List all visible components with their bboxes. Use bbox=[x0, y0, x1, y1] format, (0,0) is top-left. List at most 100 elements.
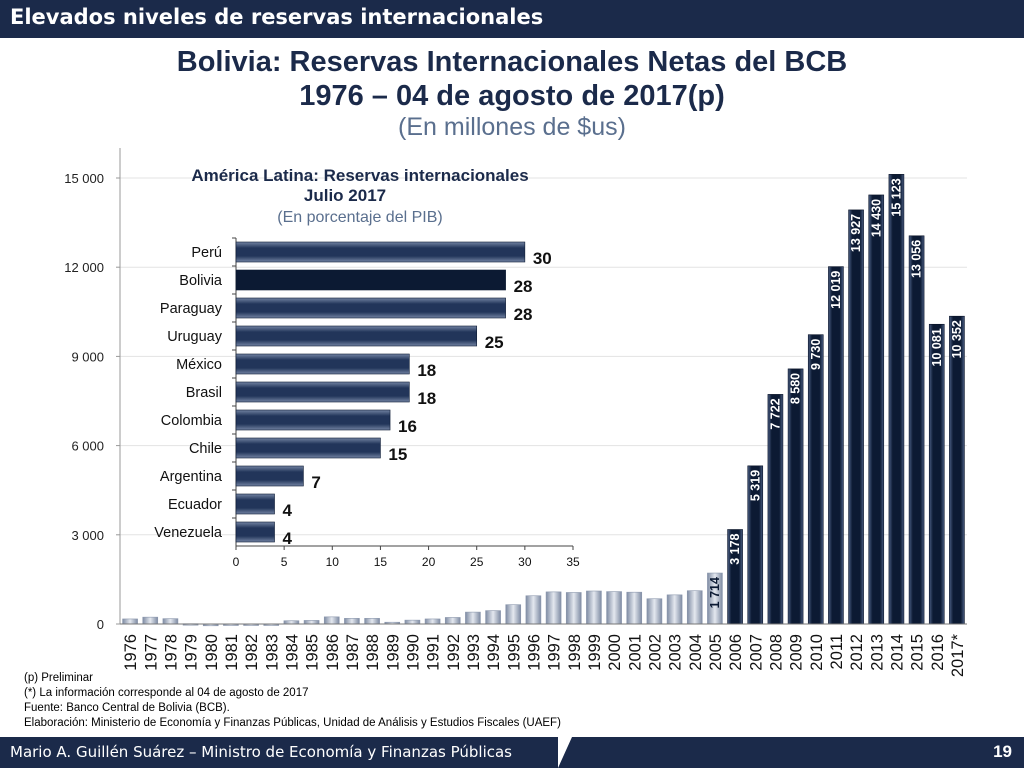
footer-bar: Mario A. Guillén Suárez – Ministro de Ec… bbox=[0, 737, 1024, 768]
inset-title: América Latina: Reservas internacionales bbox=[191, 166, 528, 185]
inset-value-label: 25 bbox=[485, 333, 504, 352]
x-tick-label-2004: 2004 bbox=[687, 634, 705, 671]
inset-category-label: Venezuela bbox=[154, 525, 223, 541]
bar-1991 bbox=[424, 618, 441, 625]
x-tick-label-1978: 1978 bbox=[162, 634, 180, 671]
inset-value-label: 28 bbox=[514, 305, 533, 324]
inset-category-label: Paraguay bbox=[160, 301, 223, 317]
x-tick-label-2007: 2007 bbox=[747, 634, 765, 671]
bar-1978 bbox=[162, 618, 179, 625]
y-tick-label: 0 bbox=[97, 617, 104, 632]
x-tick-label-1997: 1997 bbox=[546, 634, 564, 671]
bar-2016 bbox=[928, 323, 945, 625]
value-label-2006: 3 178 bbox=[728, 533, 742, 564]
inset-category-label: México bbox=[176, 357, 222, 373]
chart-title-units: (En millones de $us) bbox=[398, 113, 626, 141]
value-label-2013: 14 430 bbox=[869, 199, 883, 237]
inset-x-tick-label: 0 bbox=[233, 555, 240, 569]
footnotes: (p) Preliminar (*) La información corres… bbox=[24, 671, 561, 731]
inset-value-label: 18 bbox=[417, 389, 436, 408]
bar-2017* bbox=[949, 315, 965, 625]
x-tick-label-2002: 2002 bbox=[646, 634, 664, 671]
note-asterisk: (*) La información corresponde al 04 de … bbox=[24, 687, 309, 699]
value-label-2010: 9 730 bbox=[809, 339, 823, 370]
x-tick-label-1992: 1992 bbox=[445, 634, 463, 671]
y-tick-label: 6 000 bbox=[71, 439, 104, 454]
bar-2014 bbox=[888, 174, 905, 625]
bar-1998 bbox=[565, 592, 582, 625]
inset-category-label: Bolivia bbox=[179, 273, 223, 289]
x-tick-label-2006: 2006 bbox=[727, 634, 745, 671]
x-tick-label-2015: 2015 bbox=[909, 634, 927, 671]
x-tick-label-1979: 1979 bbox=[183, 634, 201, 671]
section-title: Elevados niveles de reservas internacion… bbox=[10, 5, 544, 29]
inset-category-label: Perú bbox=[191, 245, 222, 261]
x-tick-label-2003: 2003 bbox=[667, 634, 685, 671]
bar-2010 bbox=[807, 334, 824, 625]
inset-x-tick-label: 25 bbox=[470, 555, 484, 569]
value-label-2011: 12 019 bbox=[829, 271, 843, 309]
y-tick-label: 15 000 bbox=[64, 171, 104, 186]
inset-category-label: Uruguay bbox=[167, 329, 223, 345]
bar-2013 bbox=[868, 194, 885, 625]
value-label-2005: 1 714 bbox=[708, 577, 722, 608]
x-tick-label-1993: 1993 bbox=[465, 634, 483, 671]
inset-x-tick-label: 10 bbox=[326, 555, 340, 569]
bar-1995 bbox=[505, 604, 522, 625]
inset-value-label: 16 bbox=[398, 417, 417, 436]
value-label-2014: 15 123 bbox=[889, 178, 903, 216]
inset-x-tick-label: 20 bbox=[422, 555, 436, 569]
x-tick-label-1981: 1981 bbox=[223, 634, 241, 671]
inset-x-tick-label: 30 bbox=[518, 555, 532, 569]
x-tick-label-2010: 2010 bbox=[808, 634, 826, 671]
x-tick-label-1994: 1994 bbox=[485, 634, 503, 671]
note-source: Fuente: Banco Central de Bolivia (BCB). bbox=[24, 702, 230, 714]
bar-1977 bbox=[142, 616, 159, 625]
bar-1987 bbox=[344, 618, 360, 625]
value-label-2017*: 10 352 bbox=[950, 320, 964, 358]
inset-category-label: Brasil bbox=[186, 385, 222, 401]
x-tick-label-2011: 2011 bbox=[828, 634, 846, 669]
inset-x-tick-label: 15 bbox=[374, 555, 388, 569]
inset-x-tick-label: 5 bbox=[281, 555, 288, 569]
value-label-2008: 7 722 bbox=[768, 398, 782, 429]
bar-1990 bbox=[404, 619, 421, 625]
value-label-2015: 13 056 bbox=[910, 240, 924, 278]
bar-1985 bbox=[303, 620, 320, 625]
x-tick-label-1980: 1980 bbox=[203, 634, 221, 671]
value-label-2016: 10 081 bbox=[930, 328, 944, 366]
inset-value-label: 28 bbox=[514, 277, 533, 296]
x-tick-label-2009: 2009 bbox=[788, 634, 806, 671]
inset-value-label: 4 bbox=[283, 501, 293, 520]
inset-bar-Ecuador bbox=[235, 493, 275, 515]
y-tick-label: 3 000 bbox=[71, 528, 104, 543]
x-tick-label-1998: 1998 bbox=[566, 634, 584, 671]
inset-value-label: 30 bbox=[533, 249, 552, 268]
footer-author: Mario A. Guillén Suárez – Ministro de Ec… bbox=[10, 743, 512, 761]
inset-bar-Bolivia bbox=[235, 269, 506, 291]
y-tick-label: 9 000 bbox=[71, 349, 104, 364]
inset-subtitle: Julio 2017 bbox=[304, 186, 386, 205]
inset-bar-Paraguay bbox=[235, 297, 506, 319]
bar-2001 bbox=[626, 591, 643, 625]
y-tick-label: 12 000 bbox=[64, 260, 104, 275]
inset-x-tick-label: 35 bbox=[566, 555, 580, 569]
x-tick-label-1995: 1995 bbox=[505, 634, 523, 671]
bar-2015 bbox=[908, 235, 925, 625]
x-tick-label-1988: 1988 bbox=[364, 634, 382, 671]
x-tick-label-2016: 2016 bbox=[929, 634, 947, 671]
x-tick-label-2012: 2012 bbox=[848, 634, 866, 671]
x-tick-label-2017*: 2017* bbox=[949, 633, 967, 677]
bar-1986 bbox=[323, 616, 340, 625]
bar-1988 bbox=[364, 618, 380, 625]
x-tick-label-1977: 1977 bbox=[142, 634, 160, 671]
inset-category-label: Colombia bbox=[161, 413, 223, 429]
bar-1996 bbox=[525, 595, 542, 625]
inset-value-label: 4 bbox=[283, 529, 293, 548]
inset-category-label: Argentina bbox=[160, 469, 223, 485]
x-tick-label-1987: 1987 bbox=[344, 634, 362, 671]
x-tick-label-1990: 1990 bbox=[404, 634, 422, 671]
bar-1992 bbox=[444, 617, 461, 625]
bar-1976 bbox=[122, 618, 138, 625]
bar-2011 bbox=[828, 266, 844, 625]
